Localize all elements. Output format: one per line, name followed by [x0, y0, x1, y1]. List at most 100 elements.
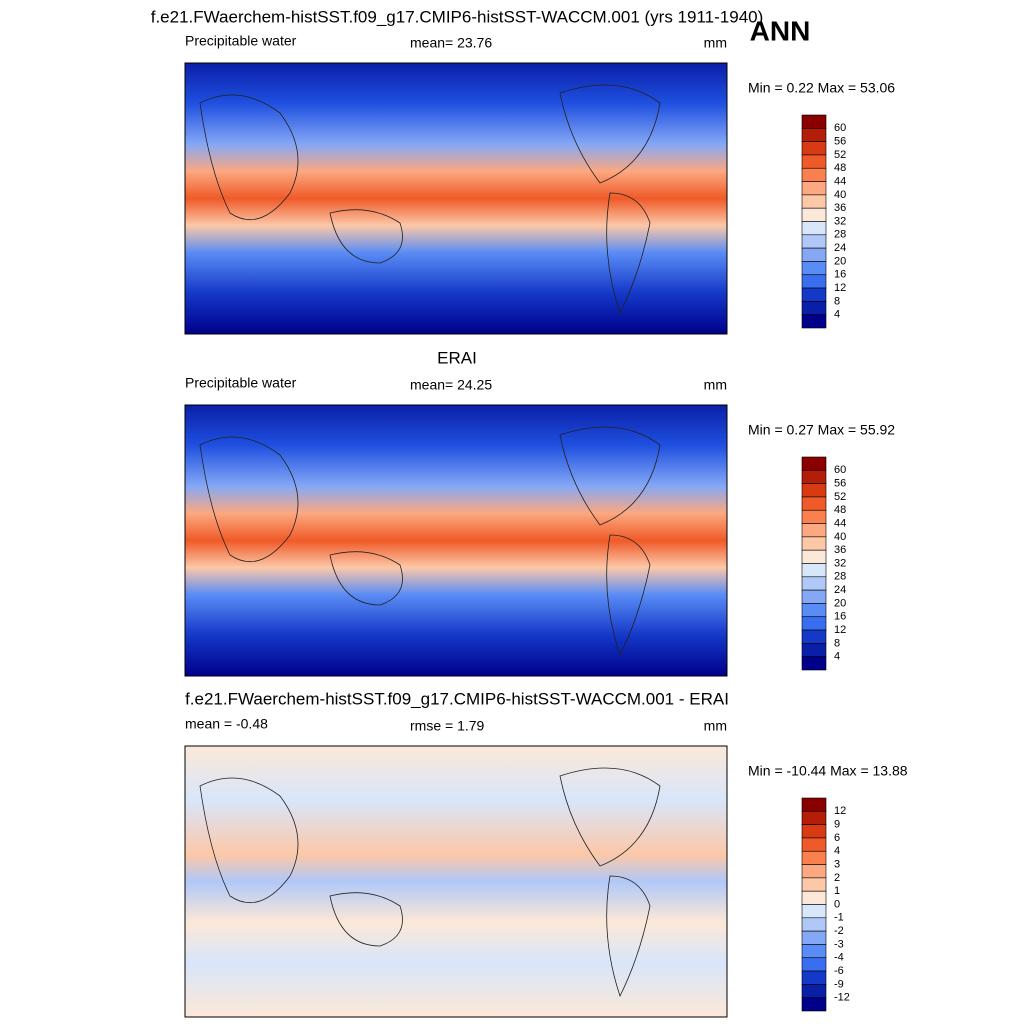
colorbar-label: -12: [834, 992, 850, 1004]
colorbar-box: [801, 314, 827, 329]
coastline: [199, 84, 661, 315]
panel-title: ERAI: [437, 348, 477, 367]
map-frame: [184, 745, 728, 1018]
colorbar-label: -4: [834, 952, 844, 964]
colorbar-box: [801, 509, 827, 524]
colorbar-box: [801, 877, 827, 892]
colorbar-label: 20: [834, 255, 846, 267]
colorbar-label: 52: [834, 149, 846, 161]
colorbar-label: 4: [834, 651, 840, 663]
colorbar-label: 44: [834, 517, 846, 529]
colorbar-label: 3: [834, 858, 840, 870]
colorbar-box: [801, 890, 827, 905]
colorbar-label: 4: [834, 845, 840, 857]
colorbar-box: [801, 797, 827, 812]
colorbar-box: [801, 154, 827, 169]
range-label: Min = 0.22 Max = 53.06: [748, 80, 895, 96]
colorbar-label: -2: [834, 925, 844, 937]
colorbar-label: -9: [834, 978, 844, 990]
colorbar-label: 12: [834, 805, 846, 817]
colorbar-box: [801, 536, 827, 551]
colorbar-label: 8: [834, 637, 840, 649]
map-field: [185, 746, 727, 1017]
coastline: [199, 767, 661, 998]
variable-label: Precipitable water: [185, 33, 297, 49]
colorbar-box: [801, 864, 827, 879]
units-label: mm: [704, 35, 727, 51]
colorbar-label: 44: [834, 175, 846, 187]
colorbar-label: 36: [834, 544, 846, 556]
coastline: [199, 426, 661, 657]
colorbar-box: [801, 496, 827, 511]
colorbar-label: 56: [834, 478, 846, 490]
season: ANN: [750, 15, 811, 46]
colorbar-box: [801, 917, 827, 932]
colorbar-label: 12: [834, 624, 846, 636]
colorbar-box: [801, 194, 827, 209]
colorbar-box: [801, 944, 827, 959]
colorbar-box: [801, 904, 827, 919]
colorbar-box: [801, 656, 827, 671]
colorbar-label: 28: [834, 229, 846, 241]
units-label: mm: [704, 718, 727, 734]
colorbar-box: [801, 114, 827, 129]
colorbar-box: [801, 850, 827, 865]
stat-label: mean= 23.76: [410, 35, 492, 51]
colorbar-box: [801, 181, 827, 196]
variable-label: mean = -0.48: [185, 716, 268, 732]
colorbar-box: [801, 287, 827, 302]
colorbar-box: [801, 261, 827, 276]
colorbar-label: 1: [834, 885, 840, 897]
colorbar-box: [801, 643, 827, 657]
colorbar-label: 32: [834, 557, 846, 569]
colorbar-label: 28: [834, 571, 846, 583]
colorbar-box: [801, 141, 827, 156]
colorbar-label: 6: [834, 832, 840, 844]
colorbar-box: [801, 470, 827, 484]
colorbar-box: [801, 837, 827, 852]
colorbar-label: 36: [834, 202, 846, 214]
colorbar-label: -1: [834, 912, 844, 924]
colorbar-box: [801, 523, 827, 538]
colorbar-box: [801, 629, 827, 644]
colorbar-box: [801, 549, 827, 564]
colorbar-box: [801, 997, 827, 1012]
colorbar-box: [801, 984, 827, 998]
colorbar-label: 0: [834, 898, 840, 910]
map-field: [185, 63, 727, 334]
colorbar-box: [801, 274, 827, 289]
colorbar-label: 60: [834, 464, 846, 476]
colorbar-label: 9: [834, 819, 840, 831]
colorbar-label: 16: [834, 269, 846, 281]
colorbar-label: 8: [834, 295, 840, 307]
colorbar-box: [801, 811, 827, 825]
stat-label: rmse = 1.79: [410, 718, 485, 734]
colorbar-box: [801, 576, 827, 591]
colorbar-box: [801, 603, 827, 618]
figure-title: f.e21.FWaerchem-histSST.f09_g17.CMIP6-hi…: [151, 7, 764, 26]
range-label: Min = 0.27 Max = 55.92: [748, 422, 895, 438]
map-frame: [184, 404, 728, 677]
map-frame: [184, 62, 728, 335]
stat-label: mean= 24.25: [410, 377, 492, 393]
colorbar-label: 48: [834, 504, 846, 516]
colorbar-box: [801, 957, 827, 972]
colorbar-label: 20: [834, 597, 846, 609]
colorbar-box: [801, 247, 827, 262]
colorbar-label: 32: [834, 215, 846, 227]
colorbar-box: [801, 456, 827, 471]
colorbar-label: 12: [834, 282, 846, 294]
colorbar-label: 4: [834, 309, 840, 321]
colorbar-box: [801, 221, 827, 236]
colorbar-box: [801, 563, 827, 578]
variable-label: Precipitable water: [185, 375, 297, 391]
colorbar-label: 40: [834, 531, 846, 543]
range-label: Min = -10.44 Max = 13.88: [748, 763, 908, 779]
colorbar-label: 2: [834, 872, 840, 884]
colorbar-label: 40: [834, 189, 846, 201]
colorbar-label: 48: [834, 162, 846, 174]
colorbar-box: [801, 128, 827, 142]
colorbar-box: [801, 483, 827, 498]
map-field: [185, 405, 727, 676]
